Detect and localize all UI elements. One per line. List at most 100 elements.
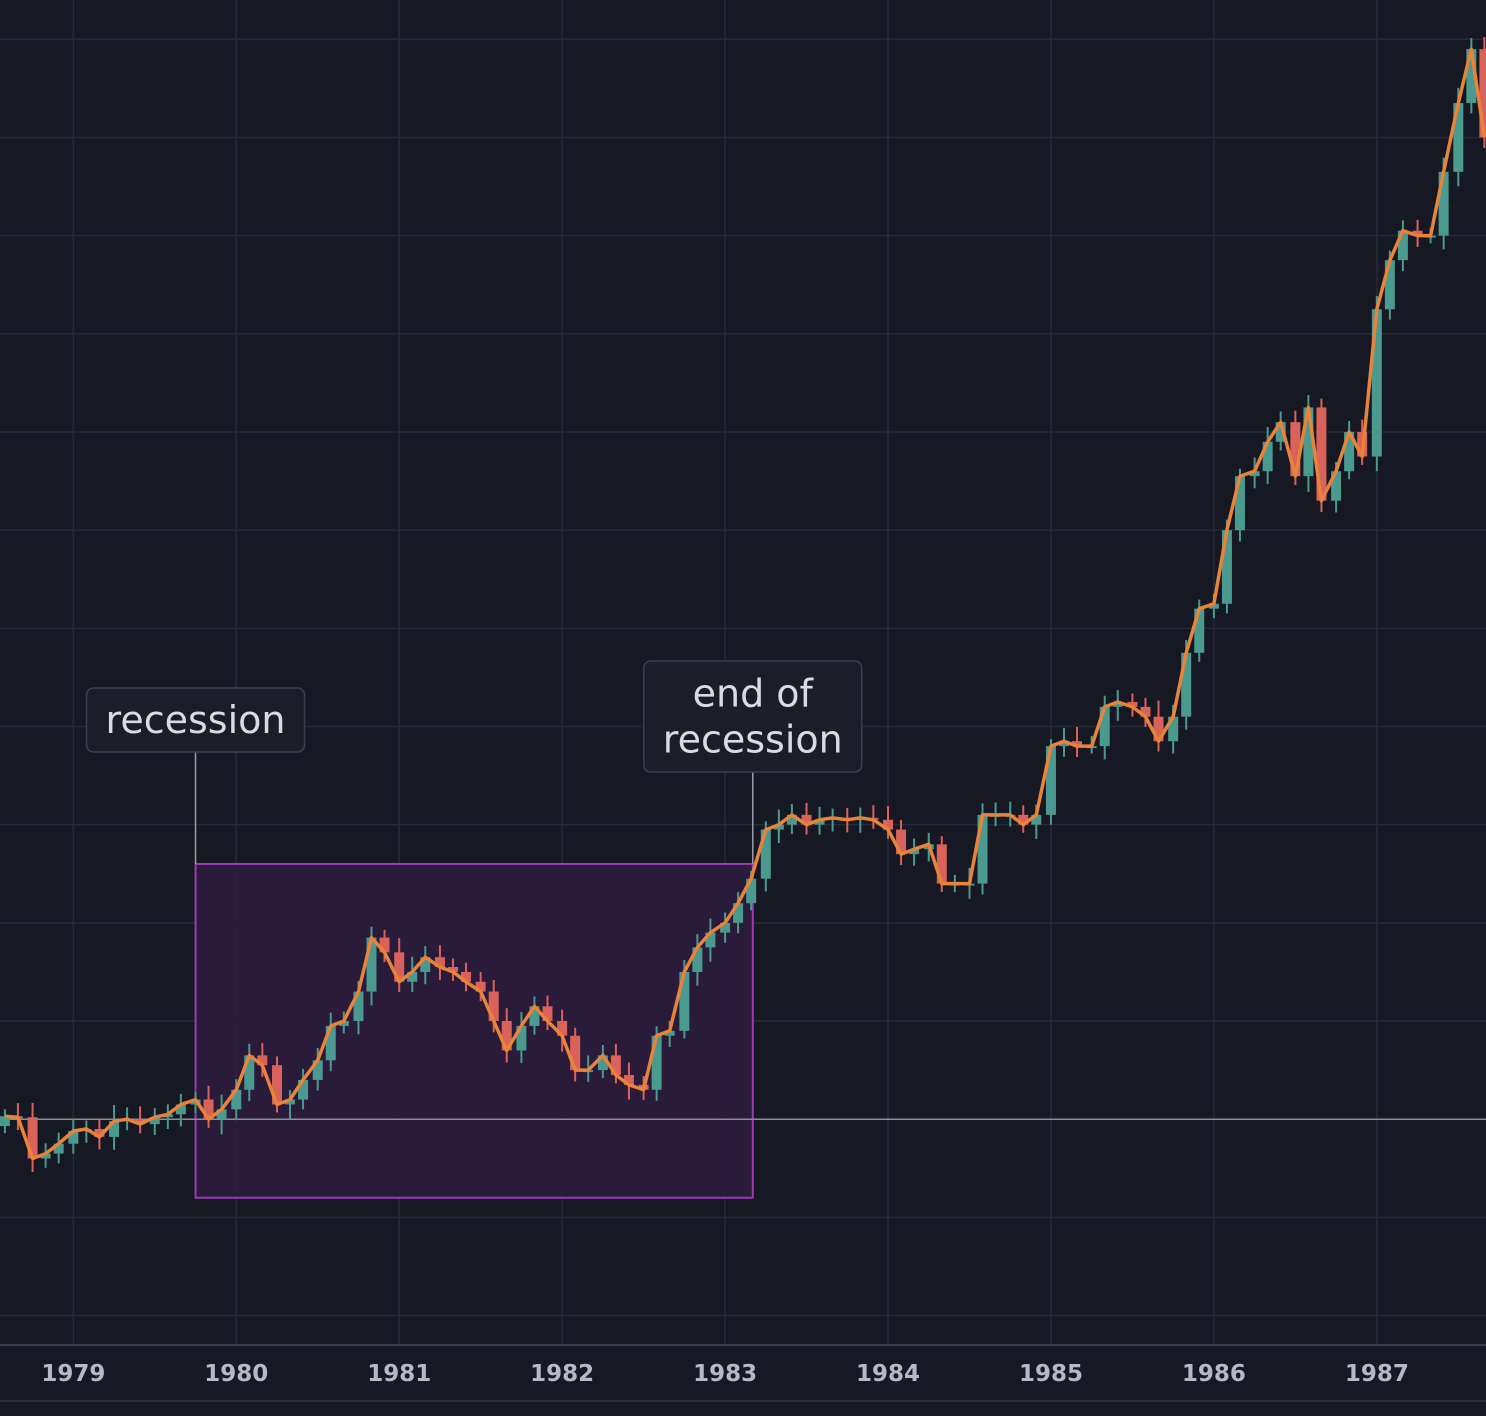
candle-up — [516, 1012, 527, 1064]
candle-up — [1275, 411, 1286, 451]
annotation-text: end of — [693, 672, 815, 716]
candle-body — [1127, 701, 1138, 707]
candle-up — [420, 946, 431, 985]
candle-body — [379, 937, 390, 953]
candle-up — [692, 934, 703, 986]
candle-body — [1275, 422, 1286, 442]
candle-body — [570, 1035, 581, 1071]
candle-body — [692, 947, 703, 972]
candle-body — [175, 1104, 186, 1115]
x-tick-label: 1984 — [856, 1361, 920, 1387]
candle-body — [1045, 746, 1056, 815]
candle-up — [1397, 220, 1408, 272]
candle-body — [1249, 471, 1260, 477]
candle-body — [883, 819, 894, 830]
candle-up — [597, 1044, 608, 1079]
candle-body — [542, 1006, 553, 1022]
x-tick-label: 1982 — [530, 1361, 594, 1387]
candle-body — [1018, 814, 1029, 825]
grid — [0, 0, 1486, 1345]
candle-body — [1099, 706, 1110, 747]
candle-body — [312, 1060, 323, 1080]
candle-down — [461, 962, 472, 992]
candle-body — [257, 1055, 268, 1066]
candle-up — [407, 956, 418, 993]
candle-body — [135, 1119, 146, 1125]
candle-down — [434, 945, 445, 981]
x-tick-label: 1979 — [41, 1361, 105, 1387]
candle-body — [366, 937, 377, 992]
candle-up — [1112, 690, 1123, 721]
candle-down — [896, 819, 907, 865]
candle-body — [623, 1075, 634, 1085]
recession-highlight-region — [194, 862, 754, 1199]
candle-down — [1412, 219, 1423, 247]
candle-up — [109, 1105, 120, 1150]
candle-body — [760, 829, 771, 879]
candle-body — [203, 1099, 214, 1120]
annotation-1: recession — [85, 687, 306, 864]
candle-body — [149, 1117, 160, 1125]
candle-up — [175, 1093, 186, 1127]
candle-down — [1072, 726, 1083, 758]
candle-body — [1072, 741, 1083, 747]
close-line-path — [4, 47, 1486, 1161]
candle-body — [488, 991, 499, 1022]
candle-body — [1397, 230, 1408, 261]
candle-up — [40, 1143, 51, 1168]
candle-body — [1316, 407, 1327, 501]
candle-up — [149, 1108, 160, 1135]
candle-body — [1221, 530, 1232, 604]
candle-body — [0, 1116, 10, 1127]
candle-up — [68, 1119, 79, 1154]
x-tick-label: 1985 — [1019, 1361, 1083, 1387]
candle-body — [231, 1089, 242, 1110]
candle-up — [244, 1043, 255, 1102]
candle-up — [216, 1094, 227, 1135]
candle-body — [298, 1079, 309, 1100]
annotation-box — [643, 660, 863, 773]
candle-up — [0, 1109, 10, 1134]
candle-up — [285, 1090, 296, 1119]
candle-body — [557, 1021, 568, 1036]
x-tick-label: 1980 — [204, 1361, 268, 1387]
candle-down — [1140, 697, 1151, 727]
annotation-text: recession — [663, 718, 843, 762]
x-tick-label: 1987 — [1345, 1361, 1409, 1387]
candle-body — [434, 957, 445, 968]
candle-down — [447, 958, 458, 981]
candle-body — [394, 952, 405, 982]
candle-down — [501, 1008, 512, 1063]
candle-body — [733, 903, 744, 923]
candle-body — [461, 971, 472, 982]
candle-body — [1262, 441, 1273, 472]
candle-body — [773, 824, 784, 830]
candle-up — [733, 892, 744, 934]
candle-body — [94, 1129, 105, 1137]
candle-body — [1194, 608, 1205, 653]
candle-body — [801, 814, 812, 825]
candle-down — [27, 1103, 38, 1172]
candle-down — [883, 806, 894, 839]
candle-body — [1479, 49, 1486, 138]
candle-body — [1208, 603, 1219, 609]
candle-body — [1140, 706, 1151, 717]
candle-body — [936, 844, 947, 884]
candle-down — [1153, 700, 1164, 752]
candle-up — [786, 803, 797, 835]
candle-body — [597, 1055, 608, 1071]
candle-body — [1234, 476, 1245, 531]
candle-body — [679, 971, 690, 1031]
candle-body — [475, 981, 486, 992]
candle-body — [705, 932, 716, 948]
candle-body — [109, 1121, 120, 1137]
candle-up — [529, 996, 540, 1035]
candle-body — [68, 1130, 79, 1144]
x-tick-label: 1981 — [367, 1361, 431, 1387]
candle-up — [53, 1132, 64, 1164]
candle-body — [1168, 716, 1179, 742]
candle-body — [407, 971, 418, 982]
